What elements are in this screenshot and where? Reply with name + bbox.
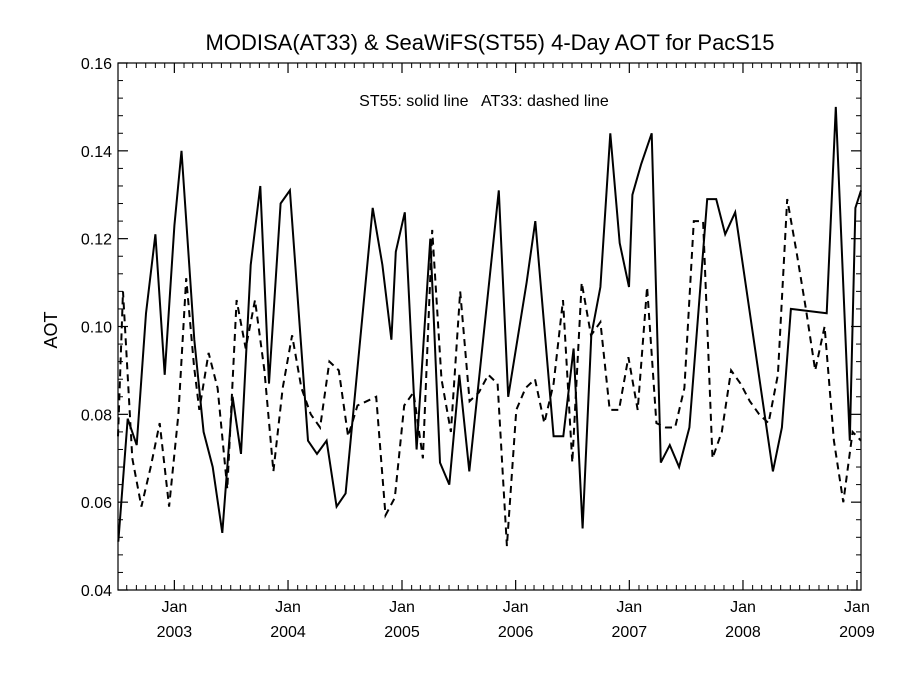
x-tick-month-label: Jan — [730, 599, 756, 616]
series-at33-line — [117, 198, 862, 547]
series-layer — [117, 106, 862, 547]
x-tick-month-label: Jan — [389, 599, 415, 616]
x-tick-month-label: Jan — [616, 599, 642, 616]
y-tick-label: 0.12 — [81, 232, 112, 249]
x-tick-year-label: 2007 — [612, 624, 648, 641]
x-tick-year-label: 2004 — [270, 624, 306, 641]
axes-layer: 0.04 0.06 0.08 0.10 0.12 0.14 0.16 Jan 2003 Jan 20… — [81, 56, 875, 641]
x-tick-month-label: Jan — [161, 599, 187, 616]
x-tick-month-label: Jan — [503, 599, 529, 616]
y-tick-label: 0.10 — [81, 320, 112, 337]
y-tick-label: 0.04 — [81, 583, 112, 600]
x-tick-month-label: Jan — [275, 599, 301, 616]
x-tick-year-label: 2006 — [498, 624, 534, 641]
x-tick-year-label: 2005 — [384, 624, 420, 641]
plot-frame — [117, 62, 862, 591]
chart-title: MODISA(AT33) & SeaWiFS(ST55) 4-Day AOT f… — [206, 30, 775, 55]
x-tick-year-label: 2008 — [725, 624, 761, 641]
y-axis-label: AOT — [41, 311, 61, 348]
x-tick-year-label: 2003 — [157, 624, 193, 641]
y-tick-label: 0.06 — [81, 495, 112, 512]
line-style-annotation: ST55: solid line AT33: dashed line — [359, 93, 609, 110]
x-tick-month-label: Jan — [844, 599, 870, 616]
series-st55-line — [117, 106, 862, 542]
x-tick-year-label: 2009 — [839, 624, 875, 641]
y-tick-label: 0.16 — [81, 56, 112, 73]
y-tick-label: 0.08 — [81, 407, 112, 424]
y-tick-label: 0.14 — [81, 144, 112, 161]
